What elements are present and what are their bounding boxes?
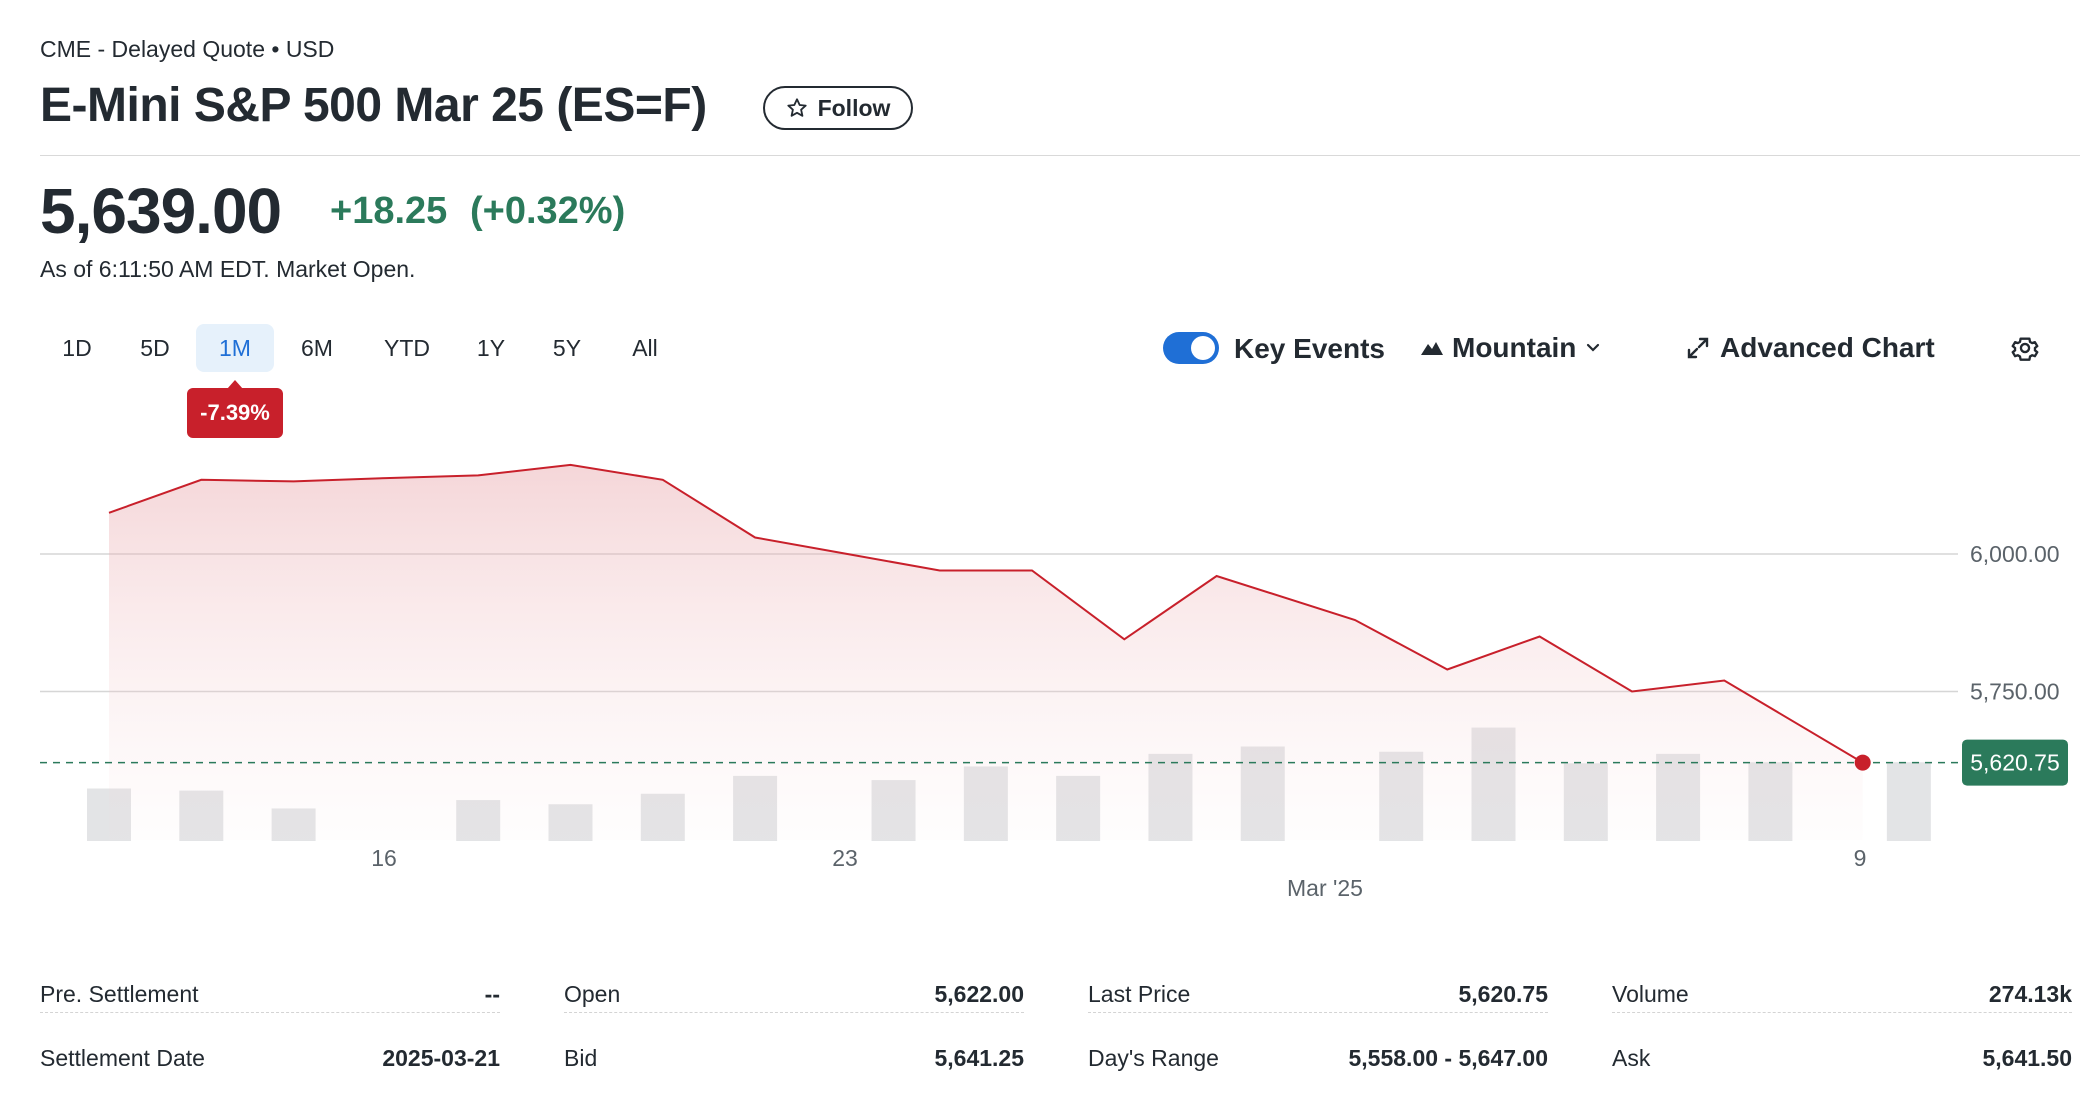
- price-chart[interactable]: 6,000.00 5,750.00 5,620.75 16 23 Mar '25 9: [0, 400, 2100, 920]
- star-icon: [786, 98, 807, 117]
- stat-value: 2025-03-21: [382, 1044, 500, 1071]
- y-tick-label: 5,750.00: [1970, 679, 2060, 705]
- price-change-percent: (+0.32%): [470, 190, 626, 232]
- stat-last-price: Last Price 5,620.75: [1088, 976, 1548, 1013]
- x-tick-label: 16: [371, 845, 397, 871]
- stat-pre-settlement: Pre. Settlement --: [40, 976, 500, 1013]
- stat-value: 5,620.75: [1458, 980, 1548, 1007]
- stat-value: 5,641.50: [1982, 1044, 2072, 1071]
- tab-1d[interactable]: 1D: [62, 334, 92, 361]
- y-tick-label: 6,000.00: [1970, 541, 2060, 567]
- page-title: E-Mini S&P 500 Mar 25 (ES=F): [40, 79, 707, 132]
- advanced-chart-button[interactable]: Advanced Chart: [1686, 330, 1935, 366]
- stat-value: 274.13k: [1988, 980, 2072, 1007]
- stat-value: 5,641.25: [934, 1044, 1024, 1071]
- last-price-tag: [1962, 739, 2068, 786]
- current-price: 5,639.00: [40, 175, 282, 247]
- quote-timestamp: As of 6:11:50 AM EDT. Market Open.: [40, 256, 416, 282]
- chart-settings-button[interactable]: [2008, 331, 2042, 365]
- stat-settlement-date: Settlement Date 2025-03-21: [40, 1040, 500, 1076]
- stat-label: Day's Range: [1088, 1044, 1219, 1071]
- tab-all[interactable]: All: [632, 334, 658, 361]
- stat-value: 5,622.00: [934, 980, 1024, 1007]
- range-change-tooltip: -7.39%: [187, 388, 283, 438]
- stat-open: Open 5,622.00: [564, 976, 1024, 1013]
- x-tick-label: 9: [1854, 845, 1867, 871]
- stat-label: Last Price: [1088, 980, 1191, 1007]
- follow-label: Follow: [817, 94, 891, 121]
- tab-1m[interactable]: 1M: [196, 324, 274, 372]
- x-tick-label: 23: [832, 845, 858, 871]
- chart-type-label: Mountain: [1452, 332, 1577, 363]
- stat-volume: Volume 274.13k: [1612, 976, 2072, 1013]
- mountain-icon: [1421, 342, 1443, 355]
- price-change: +18.25: [330, 190, 448, 232]
- tab-6m[interactable]: 6M: [301, 334, 333, 361]
- stat-days-range: Day's Range 5,558.00 - 5,647.00: [1088, 1040, 1548, 1076]
- stat-label: Volume: [1612, 980, 1689, 1007]
- stat-label: Settlement Date: [40, 1044, 205, 1071]
- stat-value: 5,558.00 - 5,647.00: [1348, 1044, 1549, 1071]
- price-line: [108, 463, 1864, 764]
- header-divider: [40, 155, 2080, 156]
- follow-button[interactable]: Follow: [763, 86, 913, 130]
- stat-label: Open: [564, 980, 621, 1007]
- quote-source: CME - Delayed Quote • USD: [40, 36, 335, 62]
- x-tick-label: Mar '25: [1287, 875, 1363, 901]
- last-price-dot: [1854, 754, 1871, 771]
- volume-bar: [1886, 762, 1931, 841]
- toggle-knob: [1191, 336, 1215, 360]
- key-events-label: Key Events: [1234, 333, 1385, 364]
- stat-bid: Bid 5,641.25: [564, 1040, 1024, 1076]
- gear-icon: [2011, 337, 2039, 361]
- price-area: [109, 464, 1863, 840]
- stat-label: Bid: [564, 1044, 598, 1071]
- chart-type-dropdown[interactable]: Mountain: [1420, 330, 1602, 366]
- tab-5d[interactable]: 5D: [140, 334, 170, 361]
- stat-label: Ask: [1612, 1044, 1651, 1071]
- tab-5y[interactable]: 5Y: [552, 334, 582, 361]
- chevron-down-icon: [1587, 343, 1600, 352]
- expand-icon: [1687, 337, 1709, 359]
- advanced-chart-label: Advanced Chart: [1720, 332, 1935, 363]
- tab-1y[interactable]: 1Y: [476, 334, 506, 361]
- stat-label: Pre. Settlement: [40, 980, 199, 1007]
- range-change-tooltip-arrow: [227, 380, 243, 389]
- key-events-toggle[interactable]: [1163, 332, 1219, 364]
- stat-ask: Ask 5,641.50: [1612, 1040, 2072, 1076]
- last-price-tag-label: 5,620.75: [1970, 750, 2060, 776]
- stat-value: --: [484, 980, 500, 1007]
- tab-ytd[interactable]: YTD: [384, 334, 430, 361]
